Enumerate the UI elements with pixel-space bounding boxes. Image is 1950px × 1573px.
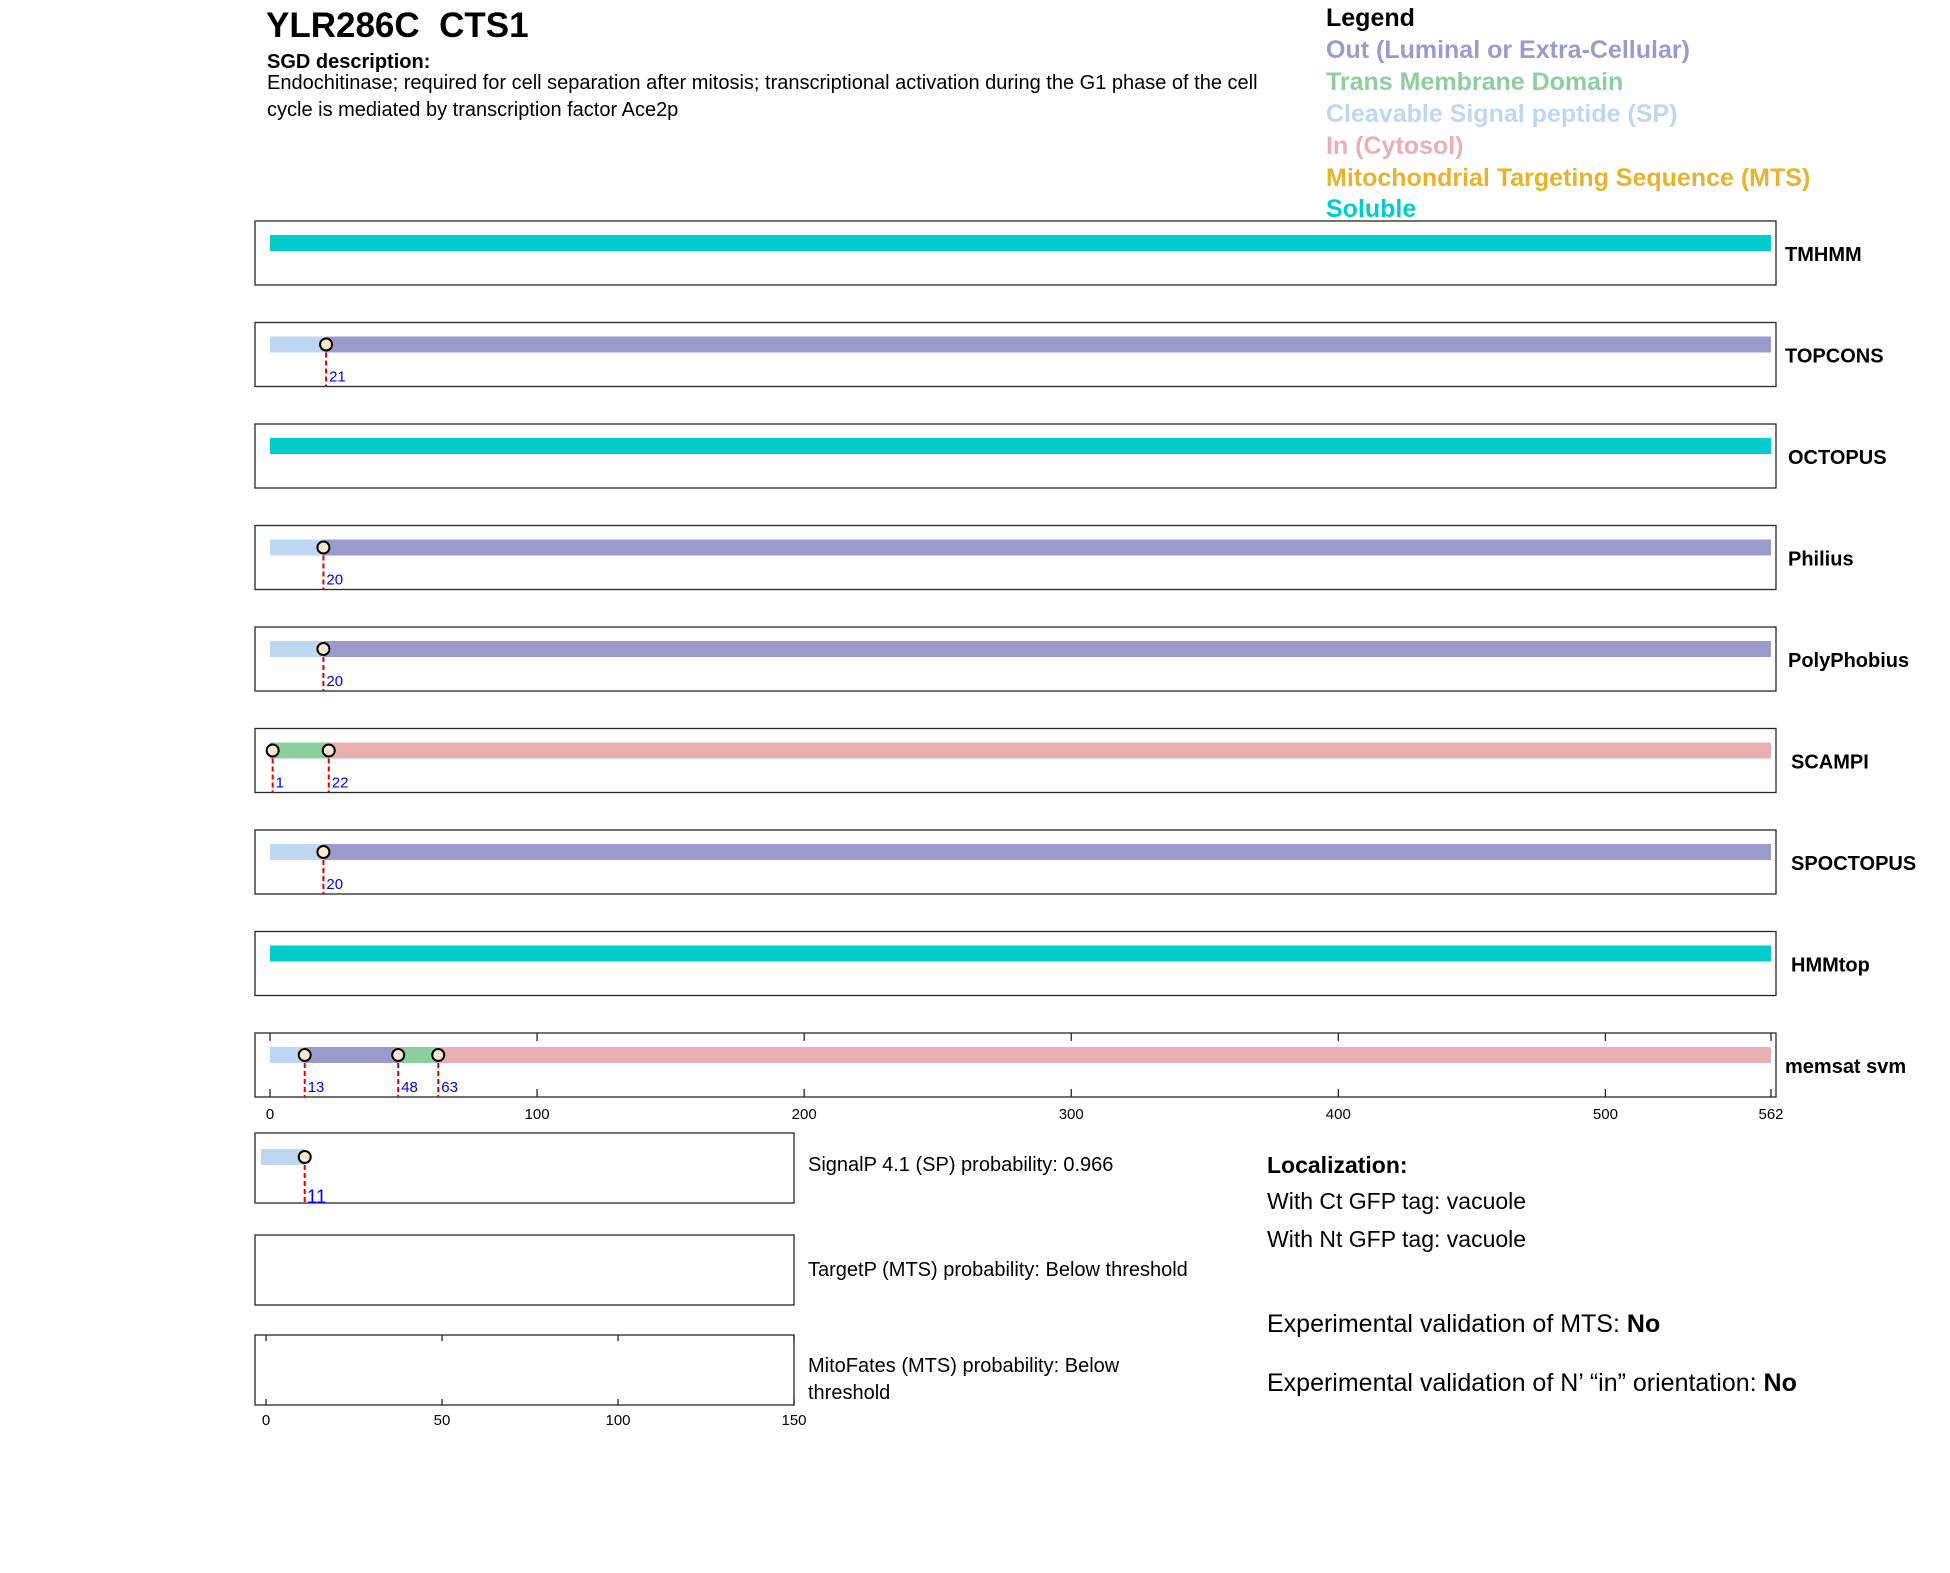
segment-hmmtop-0: [270, 945, 1771, 962]
marker-label-memsat-svm-13: 13: [308, 1079, 325, 1096]
legend-item-mts: Mitochondrial Targeting Sequence (MTS): [1326, 164, 1811, 192]
legend-item-out: Out (Luminal or Extra-Cellular): [1326, 36, 1690, 64]
sgd-description-label: SGD description:: [267, 51, 431, 73]
n-in-validation-label: Experimental validation of N’ “in” orien…: [1267, 1369, 1764, 1397]
targetp-probability: TargetP (MTS) probability: Below thresho…: [808, 1259, 1188, 1281]
localization-nt: With Nt GFP tag: vacuole: [1267, 1226, 1527, 1252]
segment-octopus-0: [270, 438, 1771, 454]
marker-scampi-1: [265, 743, 280, 758]
track-frame-memsat-svm: [254, 1032, 1777, 1098]
main-tick-label-300: 300: [1059, 1106, 1084, 1123]
segment-polyphobius-0: [270, 641, 324, 657]
track-frame-spoctopus: [254, 829, 1777, 895]
sub-frame-signalp: [254, 1132, 795, 1204]
sub-tick-label-150: 150: [781, 1412, 806, 1429]
marker-memsat-svm-13: [297, 1048, 312, 1062]
legend-item-sp: Cleavable Signal peptide (SP): [1326, 100, 1678, 128]
marker-memsat-svm-63: [431, 1048, 446, 1062]
track-label-tmhmm: TMHMM: [1785, 244, 1862, 266]
main-tick-label-400: 400: [1326, 1106, 1351, 1123]
marker-label-signalp-11: 11: [307, 1187, 327, 1208]
main-tick-label-100: 100: [525, 1106, 550, 1123]
page-title: YLR286C CTS1: [266, 6, 529, 45]
track-label-topcons: TOPCONS: [1785, 346, 1884, 368]
n-in-validation-value: No: [1763, 1369, 1797, 1397]
main-tick-label-562: 562: [1758, 1106, 1783, 1123]
mts-validation-value: No: [1626, 1310, 1661, 1338]
marker-memsat-svm-48: [391, 1048, 406, 1062]
segment-memsat-svm-2: [398, 1047, 439, 1063]
legend-item-in: In (Cytosol): [1326, 132, 1464, 160]
segment-philius-1: [323, 539, 1771, 556]
marker-topcons-21: [319, 337, 334, 352]
sub-tick-label-0: 0: [262, 1412, 270, 1429]
marker-label-philius-20: 20: [326, 572, 343, 589]
track-frame-octopus: [254, 423, 1777, 489]
track-frame-polyphobius: [254, 626, 1777, 692]
track-label-polyphobius: PolyPhobius: [1788, 650, 1909, 672]
localization-title: Localization:: [1267, 1152, 1408, 1178]
legend-item-soluble: Soluble: [1326, 195, 1417, 223]
segment-signalp-0: [261, 1149, 305, 1165]
marker-label-scampi-1: 1: [276, 775, 284, 792]
track-frame-topcons: [254, 321, 1777, 388]
sub-frame-targetp: [254, 1234, 795, 1306]
sub-tick-label-100: 100: [605, 1412, 630, 1429]
main-tick-label-200: 200: [792, 1106, 817, 1123]
track-label-memsat-svm: memsat svm: [1785, 1056, 1906, 1078]
segment-topcons-0: [270, 336, 327, 353]
sgd-description-text: Endochitinase; required for cell separat…: [267, 72, 1258, 121]
segment-memsat-svm-0: [270, 1047, 305, 1063]
legend-title: Legend: [1326, 4, 1415, 32]
marker-spoctopus-20: [316, 845, 331, 859]
segment-polyphobius-1: [323, 641, 1771, 657]
marker-label-spoctopus-20: 20: [326, 876, 343, 893]
mts-validation: Experimental validation of MTS: No: [1267, 1310, 1660, 1339]
track-label-scampi: SCAMPI: [1791, 752, 1869, 774]
marker-label-topcons-21: 21: [329, 369, 346, 386]
track-frame-hmmtop: [254, 930, 1777, 997]
marker-signalp-11: [297, 1150, 312, 1164]
sub-frame-mitofates: [254, 1334, 795, 1406]
marker-label-memsat-svm-48: 48: [401, 1079, 418, 1096]
marker-label-scampi-22: 22: [332, 775, 349, 792]
segment-spoctopus-0: [270, 844, 324, 860]
track-label-hmmtop: HMMtop: [1791, 955, 1870, 977]
marker-philius-20: [316, 540, 331, 555]
track-frame-tmhmm: [254, 220, 1777, 286]
segment-spoctopus-1: [323, 844, 1771, 860]
marker-polyphobius-20: [316, 642, 331, 656]
track-label-spoctopus: SPOCTOPUS: [1791, 853, 1916, 875]
legend-item-tm: Trans Membrane Domain: [1326, 68, 1624, 96]
segment-philius-0: [270, 539, 324, 556]
segment-tmhmm-0: [270, 235, 1771, 251]
track-frame-scampi: [254, 727, 1777, 794]
n-in-validation: Experimental validation of N’ “in” orien…: [1267, 1369, 1797, 1398]
segment-scampi-2: [328, 742, 1771, 759]
main-tick-label-500: 500: [1593, 1106, 1618, 1123]
segment-topcons-1: [326, 336, 1772, 353]
track-frame-philius: [254, 524, 1777, 591]
signalp-probability: SignalP 4.1 (SP) probability: 0.966: [808, 1154, 1114, 1176]
track-label-octopus: OCTOPUS: [1788, 447, 1887, 469]
segment-scampi-1: [272, 742, 329, 759]
localization-ct: With Ct GFP tag: vacuole: [1267, 1188, 1527, 1214]
segment-memsat-svm-1: [304, 1047, 399, 1063]
track-label-philius: Philius: [1788, 549, 1854, 571]
mitofates-probability: MitoFates (MTS) probability: Below thres…: [808, 1355, 1120, 1404]
marker-label-memsat-svm-63: 63: [441, 1079, 458, 1096]
sub-tick-label-50: 50: [434, 1412, 451, 1429]
marker-scampi-22: [321, 743, 336, 758]
mts-validation-label: Experimental validation of MTS:: [1267, 1310, 1627, 1338]
main-tick-label-0: 0: [266, 1106, 274, 1123]
marker-label-polyphobius-20: 20: [326, 673, 343, 690]
segment-memsat-svm-3: [438, 1047, 1771, 1063]
